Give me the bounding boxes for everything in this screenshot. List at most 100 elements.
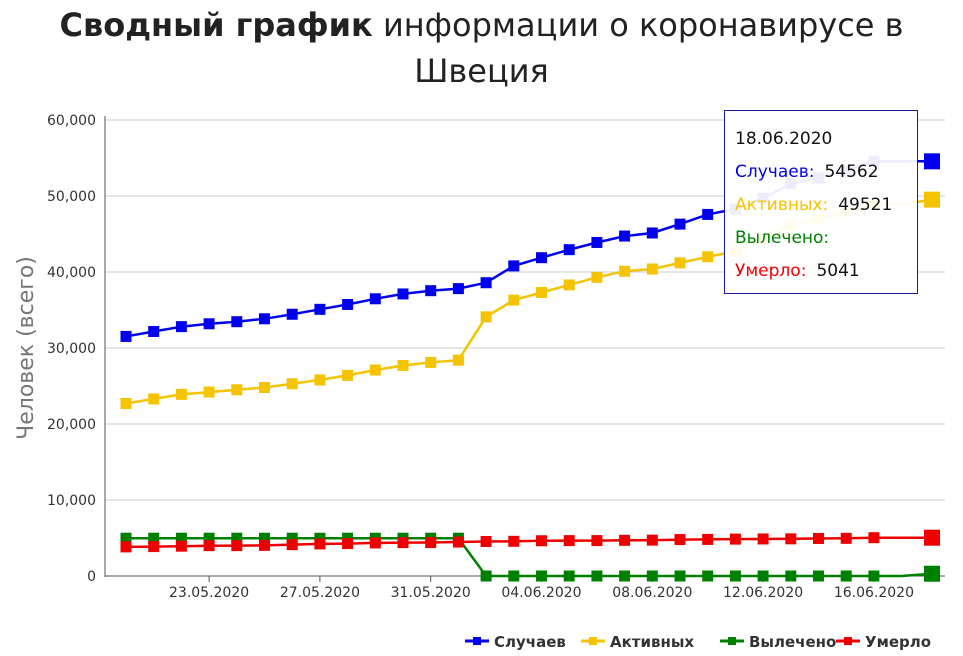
data-point-active[interactable] [425, 356, 437, 368]
data-point-recovered[interactable] [840, 570, 852, 582]
data-point-active[interactable] [175, 388, 187, 400]
data-point-deaths[interactable] [868, 532, 880, 544]
data-point-cases[interactable] [646, 227, 658, 239]
data-point-active[interactable] [924, 191, 940, 208]
data-point-recovered[interactable] [203, 532, 215, 544]
legend-item-recovered[interactable]: Вылечено [720, 633, 836, 651]
data-point-deaths[interactable] [148, 541, 160, 553]
legend-item-active[interactable]: Активных [581, 633, 694, 651]
data-point-deaths[interactable] [259, 539, 270, 551]
data-point-deaths[interactable] [619, 534, 631, 546]
data-point-cases[interactable] [286, 308, 298, 320]
data-point-deaths[interactable] [425, 537, 437, 549]
legend-item-cases[interactable]: Случаев [465, 633, 566, 651]
data-point-cases[interactable] [203, 318, 215, 330]
data-point-deaths[interactable] [203, 540, 215, 552]
data-point-active[interactable] [342, 369, 354, 381]
data-point-recovered[interactable] [868, 570, 880, 582]
data-point-recovered[interactable] [536, 570, 547, 582]
data-point-deaths[interactable] [813, 532, 824, 544]
data-point-active[interactable] [259, 382, 270, 394]
data-point-cases[interactable] [425, 285, 437, 297]
data-point-recovered[interactable] [757, 570, 769, 582]
data-point-active[interactable] [619, 265, 631, 277]
data-point-active[interactable] [452, 354, 464, 366]
data-point-deaths[interactable] [591, 535, 603, 547]
data-point-recovered[interactable] [646, 570, 658, 582]
data-point-active[interactable] [286, 378, 298, 390]
data-point-recovered[interactable] [314, 532, 326, 544]
data-point-active[interactable] [397, 359, 409, 371]
data-point-deaths[interactable] [840, 532, 852, 544]
data-point-active[interactable] [231, 384, 243, 396]
data-point-cases[interactable] [397, 288, 409, 300]
data-point-recovered[interactable] [813, 570, 824, 582]
data-point-cases[interactable] [314, 303, 326, 315]
data-point-deaths[interactable] [175, 540, 187, 552]
data-point-active[interactable] [480, 311, 492, 323]
data-point-deaths[interactable] [924, 529, 940, 546]
data-point-cases[interactable] [148, 325, 160, 337]
data-point-cases[interactable] [591, 236, 603, 248]
data-point-deaths[interactable] [480, 535, 492, 547]
data-point-recovered[interactable] [259, 532, 270, 544]
data-point-deaths[interactable] [563, 535, 575, 547]
data-point-deaths[interactable] [674, 534, 686, 546]
data-point-recovered[interactable] [674, 570, 686, 582]
data-point-recovered[interactable] [563, 570, 575, 582]
data-point-active[interactable] [563, 279, 575, 291]
data-point-cases[interactable] [536, 252, 547, 264]
data-point-deaths[interactable] [785, 533, 797, 545]
data-point-recovered[interactable] [231, 532, 243, 544]
data-point-active[interactable] [314, 374, 326, 386]
data-point-recovered[interactable] [729, 570, 741, 582]
data-point-deaths[interactable] [536, 535, 547, 547]
data-point-active[interactable] [508, 294, 520, 306]
data-point-recovered[interactable] [120, 532, 132, 544]
data-point-cases[interactable] [259, 313, 270, 325]
data-point-cases[interactable] [369, 293, 381, 305]
data-point-recovered[interactable] [702, 570, 714, 582]
data-point-deaths[interactable] [757, 533, 769, 545]
data-point-deaths[interactable] [702, 533, 714, 545]
data-point-active[interactable] [674, 257, 686, 269]
data-point-recovered[interactable] [286, 532, 298, 544]
data-point-deaths[interactable] [231, 540, 243, 552]
data-point-cases[interactable] [924, 153, 940, 170]
data-point-active[interactable] [591, 271, 603, 283]
data-point-cases[interactable] [120, 330, 132, 342]
data-point-active[interactable] [369, 364, 381, 376]
data-point-active[interactable] [203, 386, 215, 398]
data-point-deaths[interactable] [314, 538, 326, 550]
data-point-cases[interactable] [175, 321, 187, 333]
data-point-cases[interactable] [674, 218, 686, 230]
data-point-cases[interactable] [342, 298, 354, 310]
data-point-deaths[interactable] [452, 536, 464, 548]
data-point-deaths[interactable] [342, 538, 354, 550]
data-point-cases[interactable] [231, 316, 243, 328]
data-point-deaths[interactable] [646, 534, 658, 546]
data-point-recovered[interactable] [148, 532, 160, 544]
data-point-recovered[interactable] [924, 565, 940, 582]
data-point-deaths[interactable] [729, 533, 741, 545]
data-point-deaths[interactable] [369, 537, 381, 549]
data-point-recovered[interactable] [508, 570, 520, 582]
data-point-deaths[interactable] [397, 537, 409, 549]
data-point-active[interactable] [536, 287, 547, 299]
data-point-recovered[interactable] [480, 570, 492, 582]
data-point-deaths[interactable] [286, 539, 298, 551]
data-point-recovered[interactable] [591, 570, 603, 582]
data-point-cases[interactable] [563, 244, 575, 256]
data-point-deaths[interactable] [120, 541, 132, 553]
legend-item-deaths[interactable]: Умерло [836, 633, 931, 651]
data-point-cases[interactable] [452, 283, 464, 295]
data-point-cases[interactable] [480, 277, 492, 289]
data-point-active[interactable] [702, 251, 714, 263]
data-point-active[interactable] [148, 393, 160, 405]
data-point-active[interactable] [646, 263, 658, 275]
data-point-active[interactable] [120, 397, 132, 409]
data-point-cases[interactable] [508, 260, 520, 272]
data-point-deaths[interactable] [508, 535, 520, 547]
data-point-cases[interactable] [619, 230, 631, 242]
data-point-recovered[interactable] [785, 570, 797, 582]
